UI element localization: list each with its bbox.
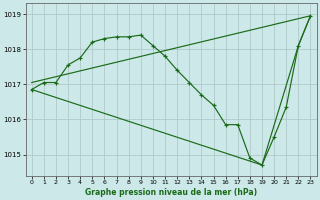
X-axis label: Graphe pression niveau de la mer (hPa): Graphe pression niveau de la mer (hPa) [85, 188, 257, 197]
